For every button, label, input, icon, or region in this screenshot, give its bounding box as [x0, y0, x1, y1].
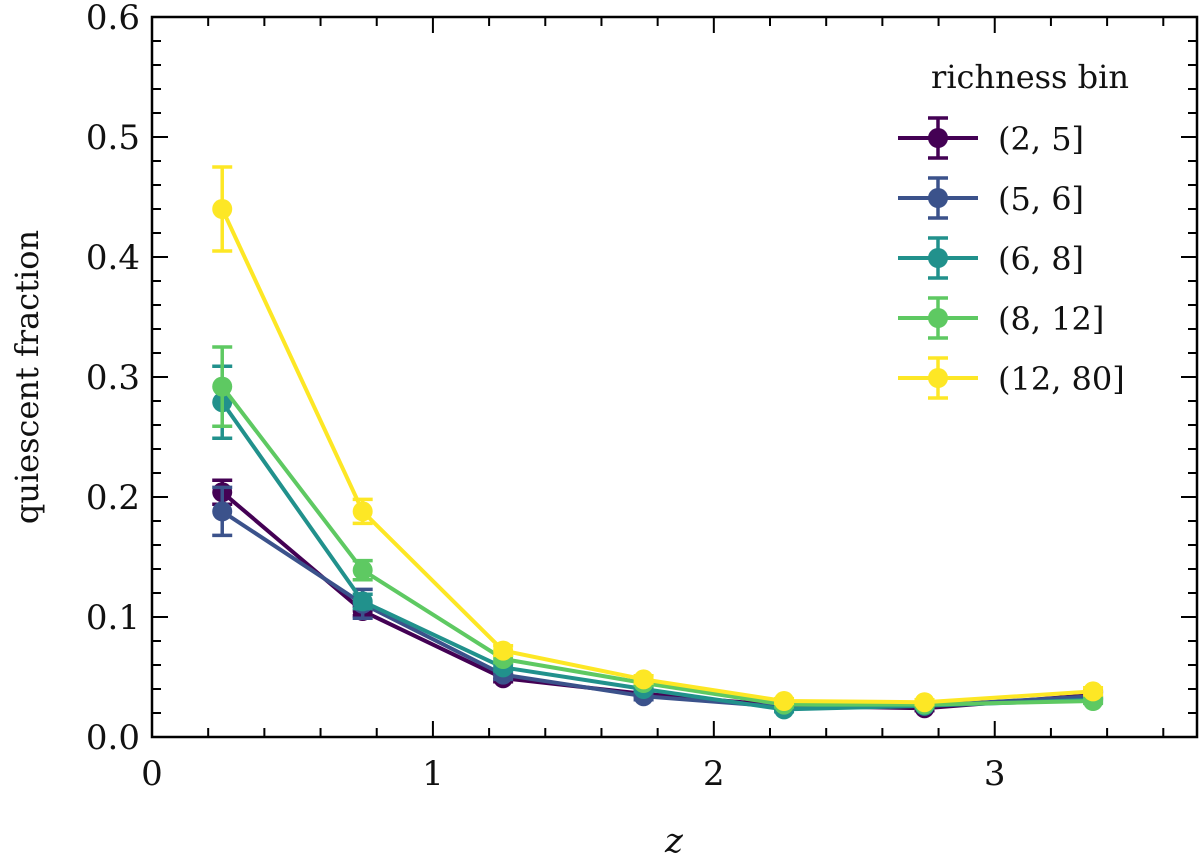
x-tick-label: 1: [422, 754, 444, 794]
y-tick-label: 0.1: [86, 598, 140, 638]
data-point: [774, 691, 795, 711]
y-tick-label: 0.3: [86, 358, 140, 398]
legend-item: (5, 6]: [898, 176, 1084, 220]
axis-ticks: [151, 16, 1197, 738]
y-tick-label: 0.5: [86, 118, 140, 158]
y-tick-label: 0.0: [86, 718, 140, 758]
data-point: [633, 669, 654, 690]
legend-marker: [928, 308, 948, 328]
legend: richness bin (2, 5] (5, 6] (6, 8] (8, 12] (1…: [898, 58, 1129, 400]
legend-marker: [928, 368, 948, 388]
series-line: [220, 208, 1094, 705]
legend-item: (8, 12]: [898, 296, 1104, 340]
data-point: [1083, 681, 1104, 702]
series-3: [212, 345, 1104, 715]
data-point: [212, 376, 233, 397]
x-tick-labels: 0 1 2 3: [141, 754, 1005, 794]
y-tick-labels: 0.0 0.1 0.2 0.3 0.4 0.5 0.6: [86, 0, 140, 758]
legend-title: richness bin: [931, 58, 1129, 96]
data-point: [212, 501, 233, 522]
y-axis-label: quiescent fraction: [8, 230, 46, 524]
series-line: [220, 385, 1094, 707]
data-point: [212, 199, 233, 219]
legend-label: (12, 80]: [998, 360, 1125, 398]
legend-marker: [928, 188, 948, 208]
x-axis-label: z: [664, 821, 684, 857]
legend-label: (6, 8]: [998, 240, 1084, 278]
legend-marker: [928, 248, 948, 268]
x-tick-label: 0: [141, 754, 163, 794]
series-2: [212, 364, 1104, 720]
data-point: [914, 692, 935, 713]
legend-label: (2, 5]: [998, 120, 1084, 158]
legend-label: (5, 6]: [998, 180, 1084, 218]
legend-marker: [928, 128, 948, 148]
y-tick-label: 0.2: [86, 478, 140, 518]
data-point: [352, 501, 373, 522]
y-tick-label: 0.4: [86, 238, 140, 278]
series-4: [212, 165, 1104, 713]
plot-marks: [212, 165, 1104, 720]
data-point: [493, 640, 514, 661]
x-tick-label: 2: [703, 754, 725, 794]
data-point: [352, 560, 373, 581]
legend-item: (12, 80]: [898, 356, 1125, 400]
legend-item: (6, 8]: [898, 236, 1084, 280]
legend-item: (2, 5]: [898, 116, 1084, 160]
data-point: [352, 591, 373, 612]
x-tick-label: 3: [984, 754, 1006, 794]
y-tick-label: 0.6: [86, 0, 140, 38]
legend-label: (8, 12]: [998, 300, 1104, 338]
